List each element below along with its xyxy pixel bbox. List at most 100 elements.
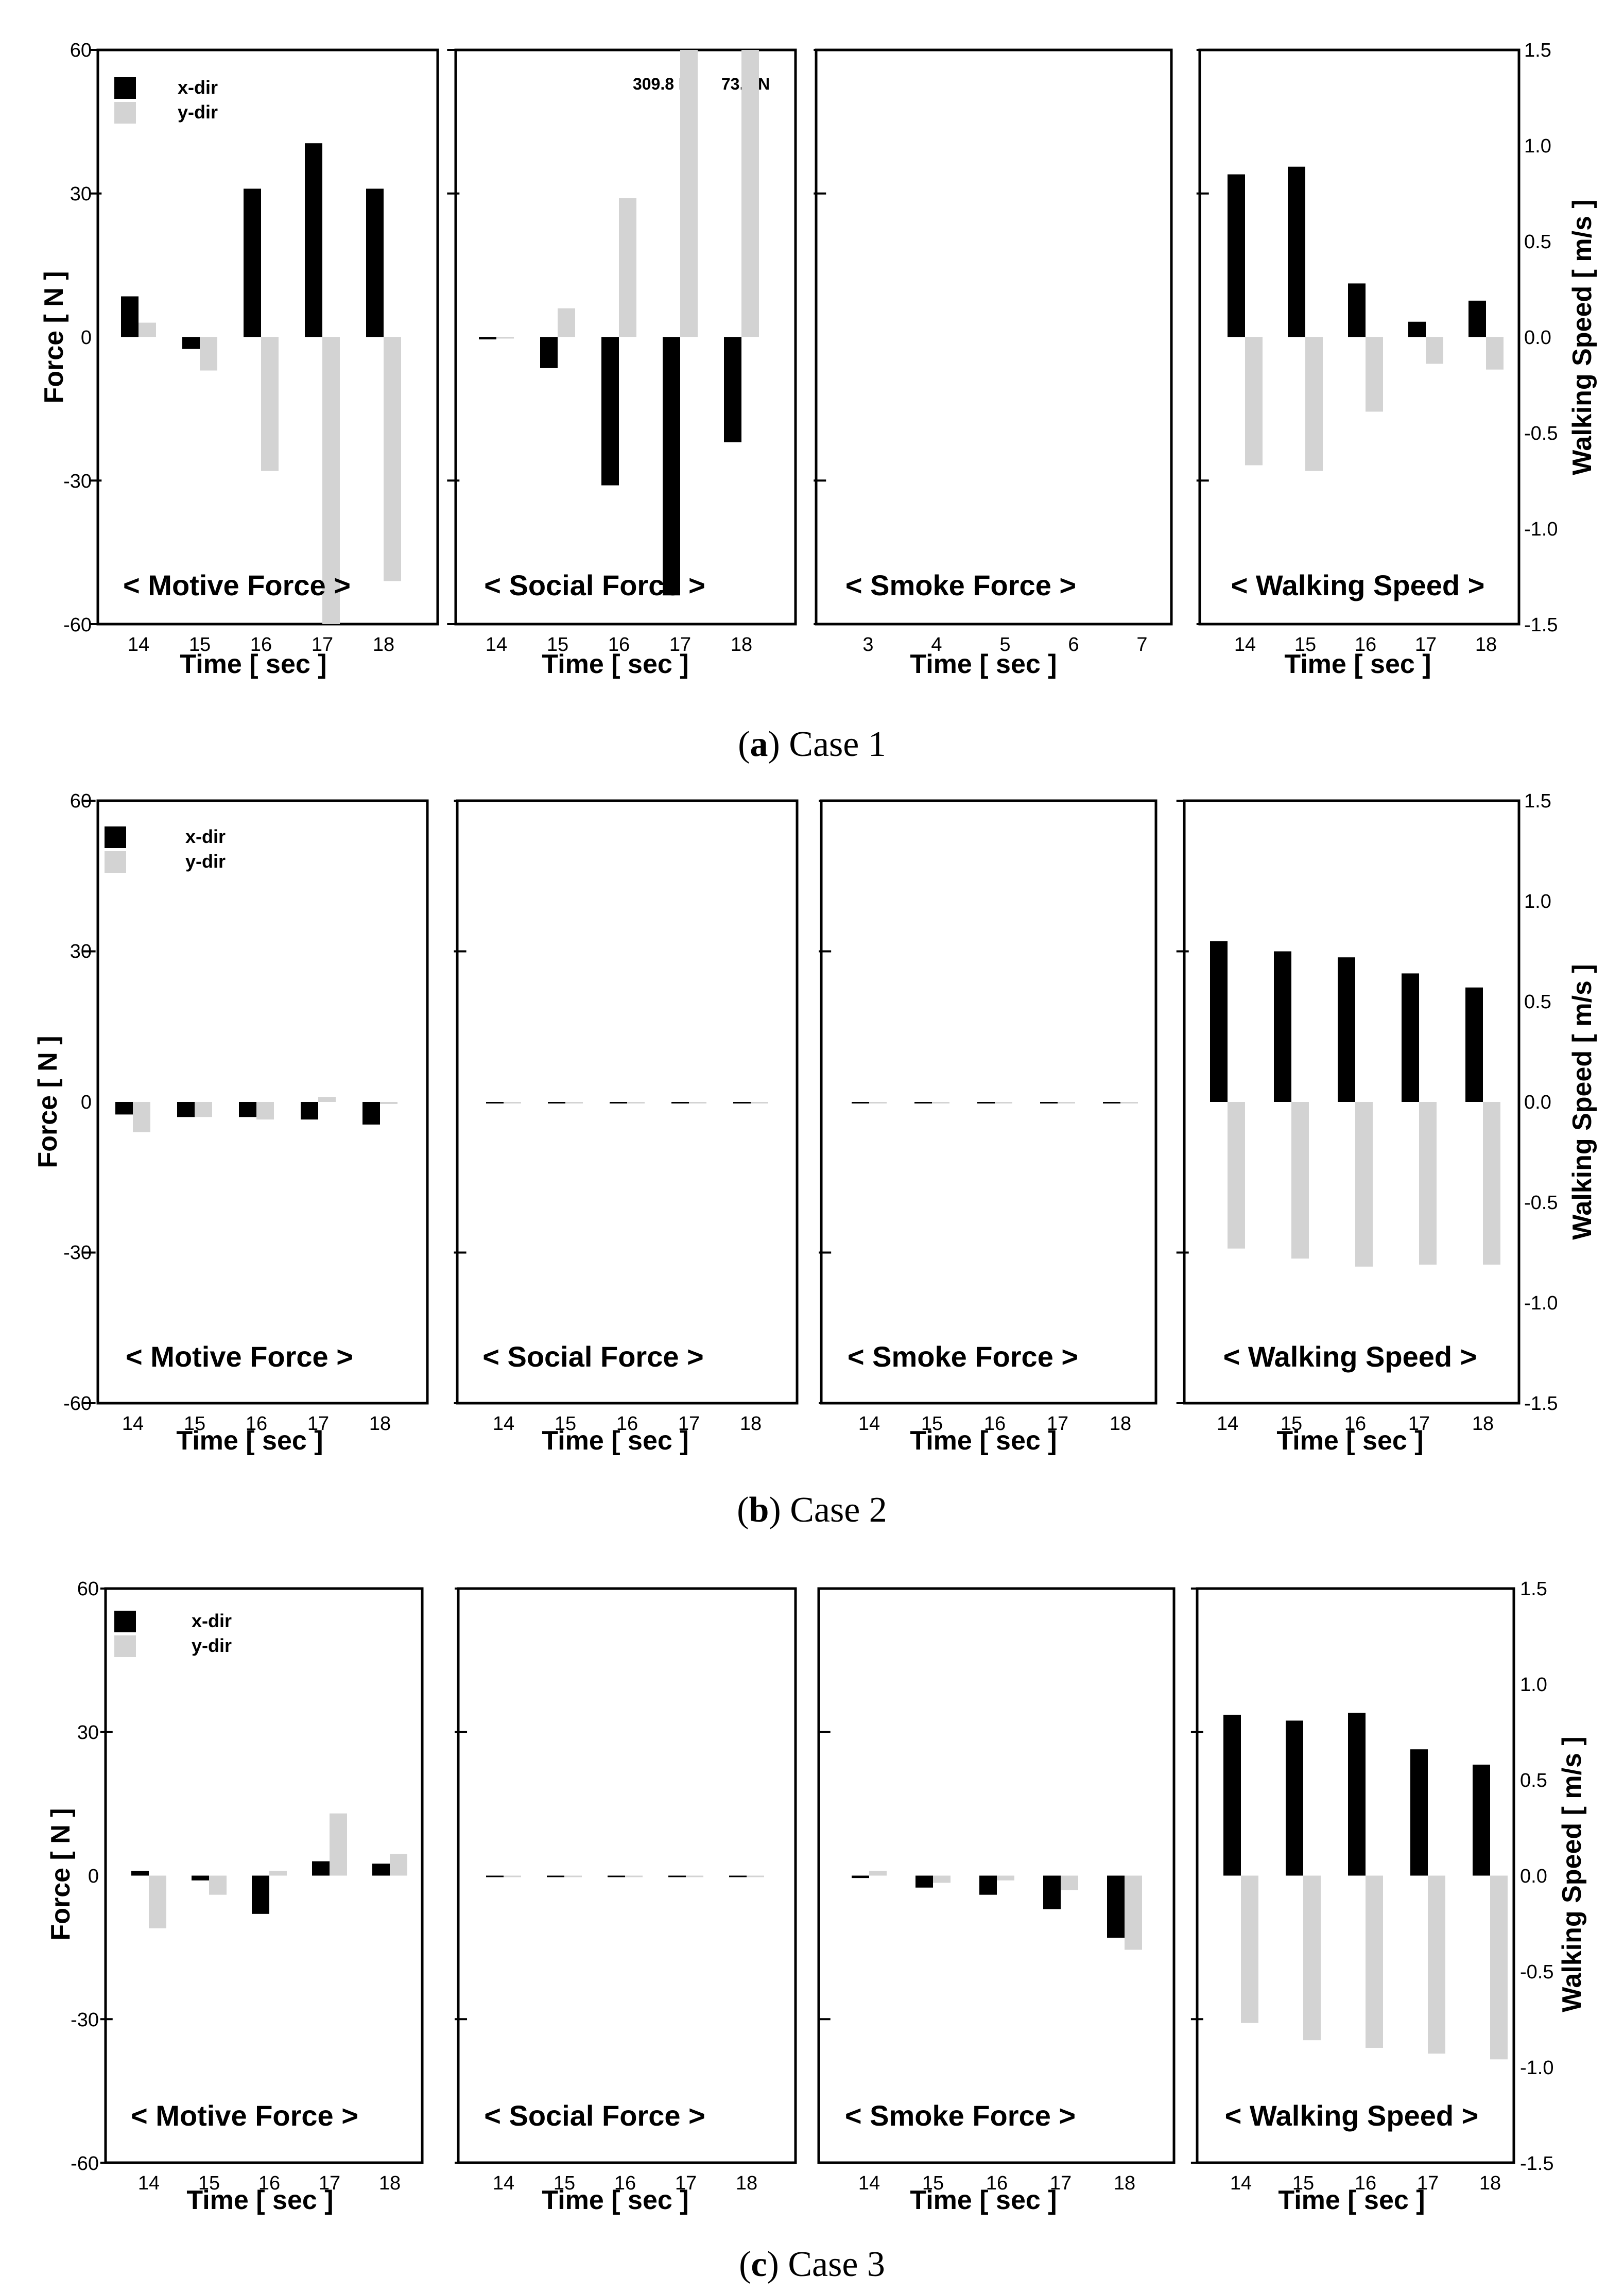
panel-smoke-force: 3 4 5 6 7 < Smoke Force > Time [ sec ] <box>814 49 1148 679</box>
legend-label-x-dir: x-dir <box>185 826 226 847</box>
bar-x-dir <box>1402 973 1419 1102</box>
x-tick-label: 18 <box>736 2172 757 2194</box>
bar-x-dir <box>486 1875 504 1877</box>
bar-x-dir <box>486 1102 504 1103</box>
x-tick-group: 14 15 16 17 18 <box>447 49 752 656</box>
x-axis-label: Time [ sec ] <box>1278 2185 1425 2215</box>
x-tick-label: 18 <box>1475 634 1497 656</box>
bar-x-dir <box>1223 1715 1241 1876</box>
panel-title: < Walking Speed > <box>1225 2099 1479 2132</box>
x-tick-label: 14 <box>858 1413 880 1435</box>
bar-x-dir <box>121 296 139 337</box>
panel-social-force: 14 15 16 17 18 < Social Force > Time [ sec ] <box>454 800 768 1456</box>
y-tick-label: 0 <box>81 327 92 349</box>
x-tick-label: 18 <box>740 1413 762 1435</box>
bar-x-dir <box>729 1875 747 1877</box>
bar-y-dir <box>380 1102 398 1104</box>
speed-axis-label: Walking Speed [ m/s ] <box>1567 964 1597 1240</box>
bar-y-dir <box>564 1875 582 1877</box>
bar-x-dir <box>601 337 619 486</box>
panel-frame <box>104 1587 424 2164</box>
bar-y-dir <box>1490 1875 1508 2060</box>
y-axis-label: Force [ N ] <box>39 271 69 403</box>
bar-x-dir <box>1348 283 1366 337</box>
right-axis-ticks: 1.5 1.0 0.5 0.0 -0.5 -1.0 -1.5 <box>1524 790 1558 1415</box>
bar-y-dir <box>318 1097 336 1102</box>
bar-y-dir <box>1428 1875 1445 2054</box>
x-tick-group: 14 15 16 17 18 <box>89 49 394 656</box>
bar-x-dir <box>479 337 496 340</box>
bar-y-dir <box>322 337 340 624</box>
bar-x-dir <box>852 1102 869 1103</box>
figure-caption: (b) Case 2 <box>737 1490 887 1530</box>
bar-y-dir <box>1305 337 1323 471</box>
legend-swatch-x-dir <box>105 826 126 848</box>
panel-social-force: 14 15 16 17 18 < Social Force > Time [ sec ] <box>447 49 759 679</box>
legend-swatch-x-dir <box>114 77 136 99</box>
x-tick-label: 3 <box>862 634 873 656</box>
bar-group <box>486 1102 768 1103</box>
bar-x-dir <box>1040 1102 1058 1103</box>
bar-y-dir <box>1241 1875 1258 2023</box>
panel-title: < Motive Force > <box>126 1340 353 1373</box>
y-tick-label: 60 <box>77 1578 99 1600</box>
panel-title: < Walking Speed > <box>1231 569 1485 601</box>
bar-x-dir <box>610 1102 627 1103</box>
speed-tick-label: 1.0 <box>1524 135 1551 157</box>
y-tick-label: -60 <box>71 2153 99 2175</box>
panel-frame <box>815 48 1173 626</box>
speed-tick-label: 1.0 <box>1520 1674 1547 1696</box>
x-tick-group: 14 15 16 17 18 <box>1176 800 1494 1435</box>
bar-y-dir <box>565 1102 583 1103</box>
bar-y-dir <box>1355 1102 1373 1267</box>
y-tick-label: -30 <box>71 2009 99 2031</box>
x-tick-label: 15 <box>547 634 568 656</box>
bar-group <box>479 50 759 596</box>
x-axis-label: Time [ sec ] <box>542 649 688 679</box>
x-tick-label: 15 <box>922 2172 944 2194</box>
panel-motive-force: 14 15 16 17 18 < Motive Force > Time [ sec ] <box>83 800 398 1456</box>
bar-x-dir <box>301 1102 318 1120</box>
x-tick-group: 14 15 16 17 18 <box>1190 1588 1501 2194</box>
panel-walking-speed: 14 15 16 17 18 < Walking Speed > Time [ sec … <box>1176 800 1500 1456</box>
bar-x-dir <box>668 1875 686 1877</box>
x-axis-label: Time [ sec ] <box>180 649 326 679</box>
x-tick-label: 17 <box>319 2172 340 2194</box>
bar-x-dir <box>305 143 322 337</box>
caption-text: Case 3 <box>788 2245 885 2284</box>
bar-y-dir <box>330 1813 347 1876</box>
bar-x-dir <box>852 1875 869 1878</box>
bar-y-dir <box>686 1875 703 1877</box>
speed-tick-label: 0.0 <box>1524 327 1551 349</box>
panel-frame <box>817 1587 1176 2164</box>
x-tick-label: 15 <box>555 1413 576 1435</box>
bar-x-dir <box>366 188 384 337</box>
legend-swatch-y-dir <box>114 102 136 124</box>
bar-x-dir <box>372 1864 390 1876</box>
y-tick-label: 30 <box>70 183 92 205</box>
legend-label-y-dir: y-dir <box>192 1635 232 1656</box>
bar-y-dir <box>869 1102 887 1103</box>
panel-title: < Social Force > <box>484 2099 705 2132</box>
x-tick-label: 16 <box>986 2172 1008 2194</box>
x-tick-label: 17 <box>307 1413 329 1435</box>
x-tick-label: 15 <box>189 634 211 656</box>
bar-y-dir <box>384 337 401 581</box>
bar-group <box>1228 166 1504 471</box>
bar-y-dir <box>1120 1102 1138 1103</box>
right-axis-ticks: 1.5 1.0 0.5 0.0 -0.5 -1.0 -1.5 <box>1524 40 1558 636</box>
x-tick-label: 16 <box>614 2172 636 2194</box>
x-tick-label: 17 <box>675 2172 697 2194</box>
x-tick-label: 16 <box>1344 1413 1366 1435</box>
bar-y-dir <box>390 1854 407 1876</box>
bar-y-dir <box>1061 1875 1078 1890</box>
chart-case-2: 60 30 0 -30 -60 1.5 1.0 0.5 0.0 -0.5 -1.… <box>33 790 1597 1530</box>
bar-y-dir <box>261 337 279 471</box>
x-tick-label: 14 <box>858 2172 880 2194</box>
x-tick-group: 14 15 16 17 18 <box>454 800 762 1435</box>
x-tick-group: 14 15 16 17 18 <box>100 1588 401 2194</box>
y-tick-label: 0 <box>81 1092 92 1113</box>
caption-text: Case 1 <box>789 725 886 764</box>
speed-tick-label: 0.5 <box>1520 1770 1547 1791</box>
bar-x-dir <box>540 337 558 368</box>
